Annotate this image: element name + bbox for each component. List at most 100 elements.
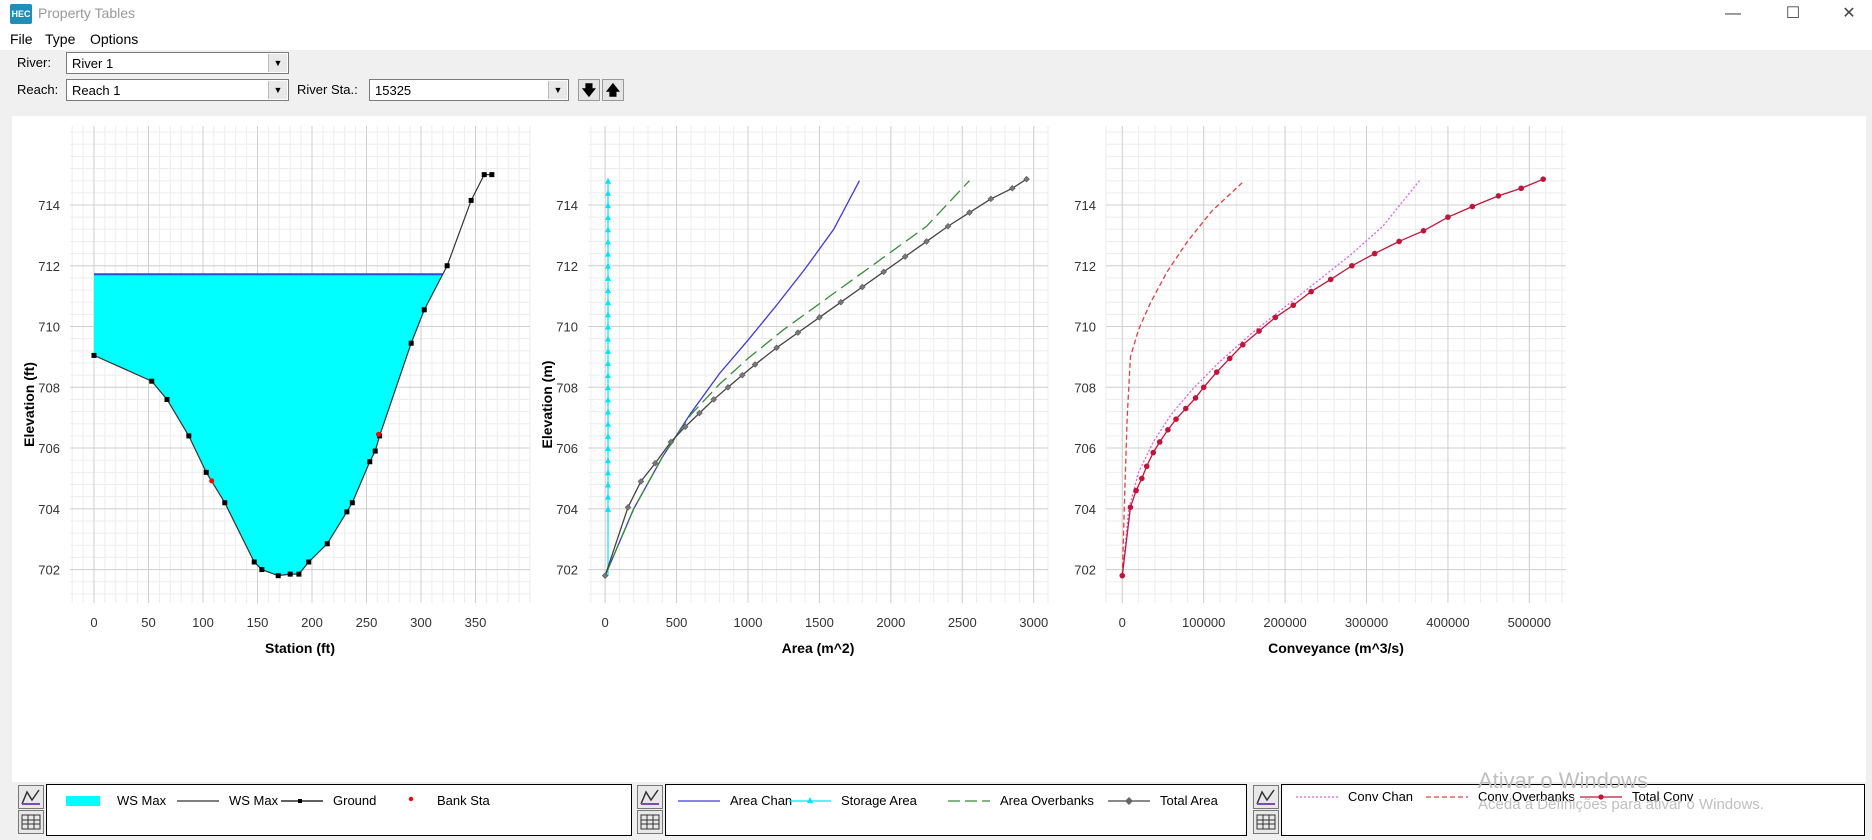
menu-bar: File Type Options bbox=[0, 28, 1872, 50]
storage-area-marker bbox=[605, 311, 611, 318]
storage-area-marker bbox=[605, 420, 611, 427]
bank-station-point bbox=[209, 478, 215, 484]
x-tick-label: 200 bbox=[301, 615, 323, 630]
river-station-label: River Sta.: bbox=[297, 82, 358, 97]
chevron-down-icon[interactable]: ▼ bbox=[268, 81, 287, 99]
y-tick-label: 702 bbox=[556, 563, 578, 578]
legend-cross-section: WS Max WS Max Ground Bank Sta bbox=[46, 784, 632, 836]
area-overbanks-line bbox=[604, 180, 970, 576]
x-axis-label: Conveyance (m^3/s) bbox=[1268, 640, 1404, 656]
x-tick-label: 2000 bbox=[876, 615, 905, 630]
total-area-line bbox=[604, 178, 1027, 576]
reach-label: Reach: bbox=[17, 82, 59, 97]
y-tick-label: 706 bbox=[38, 441, 60, 456]
reach-select[interactable]: Reach 1 ▼ bbox=[66, 79, 289, 101]
table-icon-xs[interactable] bbox=[18, 810, 44, 834]
storage-area-marker bbox=[605, 396, 611, 403]
total-area-marker bbox=[901, 253, 909, 260]
storage-area-marker bbox=[605, 347, 611, 354]
previous-station-button[interactable]: 🡇 bbox=[578, 79, 600, 101]
ground-point bbox=[367, 459, 373, 465]
total-conv-marker bbox=[1226, 355, 1233, 362]
storage-area-marker bbox=[605, 457, 611, 464]
bank-station-point bbox=[375, 431, 381, 437]
chart-3-series bbox=[1119, 176, 1547, 579]
storage-area-marker bbox=[605, 372, 611, 379]
legend-conveyance: Conv Chan Conv Overbanks Total Conv bbox=[1281, 784, 1865, 836]
chevron-down-icon[interactable]: ▼ bbox=[548, 81, 567, 99]
plot-options-icon-area[interactable] bbox=[637, 785, 663, 809]
storage-area-marker bbox=[605, 177, 611, 184]
ground-point bbox=[275, 573, 281, 579]
river-select[interactable]: River 1 ▼ bbox=[66, 52, 289, 74]
ground-point bbox=[259, 567, 265, 573]
ground-point bbox=[296, 571, 302, 577]
total-area-marker bbox=[724, 383, 732, 391]
ground-point bbox=[186, 433, 192, 439]
total-area-marker bbox=[651, 459, 659, 467]
total-conv-marker bbox=[1469, 203, 1476, 210]
total-conv-marker bbox=[1396, 238, 1402, 245]
menu-file[interactable]: File bbox=[10, 31, 33, 47]
total-area-marker bbox=[738, 371, 746, 379]
menu-type[interactable]: Type bbox=[45, 31, 76, 47]
total-conv-marker bbox=[1165, 427, 1171, 433]
charts-svg: 0 50 100 150 200 250 300 350 702 704 706 708 710 712 7… bbox=[21, 126, 1566, 656]
chart-2-axes: 0 500 1000 1500 2000 2500 3000 702 704 706 708 710 7… bbox=[539, 126, 1049, 656]
river-label: River: bbox=[17, 55, 51, 70]
ground-point bbox=[349, 500, 355, 506]
river-station-select[interactable]: 15325 ▼ bbox=[369, 79, 569, 101]
total-area-marker bbox=[858, 283, 866, 291]
table-icon-area[interactable] bbox=[637, 810, 663, 834]
total-area-marker bbox=[667, 438, 675, 446]
storage-area-marker bbox=[605, 493, 611, 500]
conv-overbanks-line bbox=[1121, 180, 1245, 576]
y-axis-label: Elevation (ft) bbox=[21, 362, 37, 447]
y-tick-label: 710 bbox=[556, 320, 578, 335]
chart-1-series bbox=[91, 172, 495, 579]
y-axis-label: Elevation (m) bbox=[539, 361, 555, 449]
ground-point bbox=[344, 509, 350, 515]
total-area-marker bbox=[816, 314, 823, 321]
chart-2-series bbox=[601, 175, 1030, 580]
total-area-marker bbox=[923, 238, 930, 245]
x-tick-label: 0 bbox=[1119, 615, 1126, 630]
close-button[interactable]: ✕ bbox=[1842, 5, 1856, 22]
y-tick-label: 712 bbox=[556, 259, 578, 274]
storage-area-marker bbox=[605, 214, 611, 221]
x-tick-label: 150 bbox=[247, 615, 269, 630]
total-area-marker bbox=[681, 423, 689, 431]
ground-point bbox=[149, 378, 155, 384]
maximize-button[interactable]: ☐ bbox=[1785, 5, 1801, 22]
plot-options-icon-conv[interactable] bbox=[1253, 785, 1279, 809]
legend-area: Area Chan Storage Area Area Overbanks To… bbox=[665, 784, 1247, 836]
total-conv-marker bbox=[1143, 463, 1150, 470]
ground-point bbox=[164, 396, 170, 402]
total-conv-marker bbox=[1256, 328, 1262, 334]
menu-options[interactable]: Options bbox=[90, 31, 139, 47]
total-conv-marker bbox=[1192, 395, 1199, 401]
next-station-button[interactable]: 🡅 bbox=[602, 79, 624, 101]
ground-point bbox=[324, 541, 330, 547]
minimize-button[interactable]: — bbox=[1725, 5, 1741, 22]
total-area-marker bbox=[944, 222, 952, 230]
x-tick-label: 300 bbox=[410, 615, 432, 630]
storage-area-marker bbox=[605, 262, 611, 269]
chevron-down-icon[interactable]: ▼ bbox=[268, 54, 287, 72]
ground-point bbox=[306, 559, 312, 565]
window-title: Property Tables bbox=[38, 5, 136, 21]
y-tick-label: 708 bbox=[38, 380, 60, 395]
storage-area-marker bbox=[605, 238, 611, 245]
y-tick-label: 706 bbox=[556, 441, 578, 456]
storage-area-marker bbox=[605, 299, 611, 306]
table-icon-conv[interactable] bbox=[1253, 810, 1279, 834]
x-tick-label: 500000 bbox=[1508, 615, 1551, 630]
total-area-marker bbox=[794, 329, 802, 336]
total-conv-marker bbox=[1150, 449, 1157, 456]
chart-3-axes: 0 100000 200000 300000 400000 500000 702 704 706… bbox=[1074, 126, 1566, 656]
plot-area: 0 50 100 150 200 250 300 350 702 704 706 708 710 712 7… bbox=[12, 116, 1866, 782]
y-tick-label: 714 bbox=[38, 198, 60, 213]
plot-options-icon-xs[interactable] bbox=[18, 785, 44, 809]
total-conv-marker bbox=[1182, 405, 1189, 412]
y-tick-label: 712 bbox=[1074, 259, 1096, 274]
